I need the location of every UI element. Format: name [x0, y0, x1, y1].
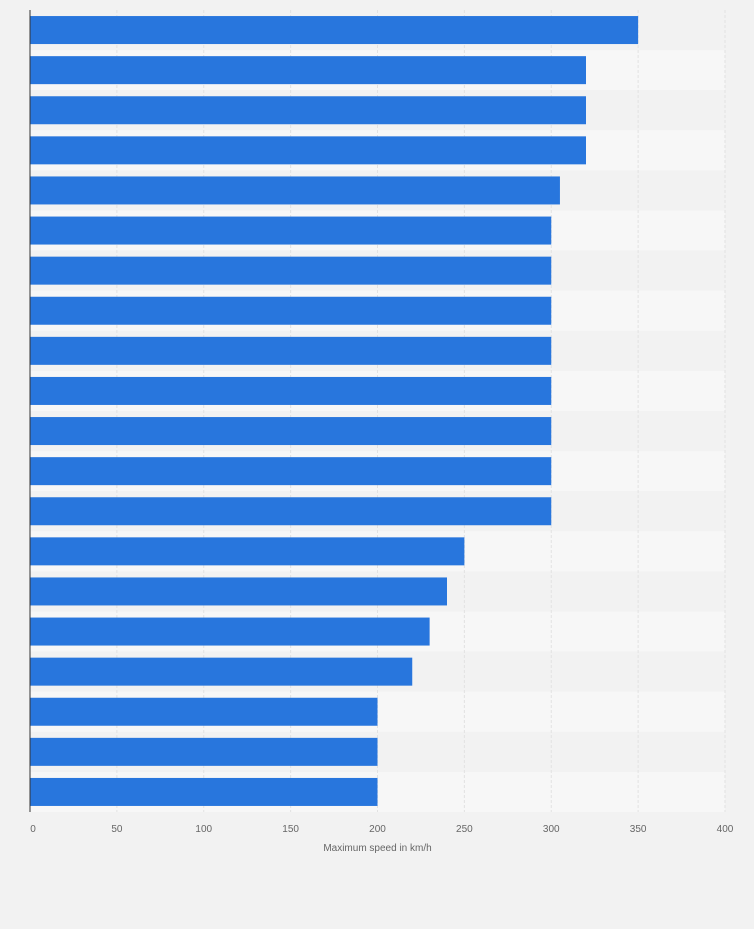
bar[interactable] — [30, 136, 586, 165]
bar[interactable] — [30, 376, 552, 405]
x-tick-label: 300 — [543, 824, 560, 835]
bar[interactable] — [30, 256, 552, 285]
bar[interactable] — [30, 497, 552, 526]
bar[interactable] — [30, 777, 378, 806]
bar[interactable] — [30, 296, 552, 325]
x-tick-label: 150 — [282, 824, 299, 835]
bar[interactable] — [30, 417, 552, 446]
x-tick-label: 100 — [195, 824, 212, 835]
bar[interactable] — [30, 16, 639, 45]
gridlines — [116, 10, 726, 812]
bars — [30, 16, 639, 806]
bar[interactable] — [30, 336, 552, 365]
bar[interactable] — [30, 697, 378, 726]
bar[interactable] — [30, 617, 430, 646]
x-tick-label: 50 — [111, 824, 123, 835]
x-axis-ticks: 0 50 100 150 200 250 300 350 400 — [30, 824, 734, 835]
bar[interactable] — [30, 96, 586, 125]
bar[interactable] — [30, 216, 552, 245]
x-tick-label: 200 — [369, 824, 386, 835]
x-tick-label: 400 — [717, 824, 734, 835]
bar[interactable] — [30, 657, 413, 686]
x-axis-title: Maximum speed in km/h — [323, 843, 431, 854]
bar[interactable] — [30, 457, 552, 486]
x-tick-label: 0 — [30, 824, 36, 835]
bar[interactable] — [30, 537, 465, 566]
bar[interactable] — [30, 176, 560, 205]
bar[interactable] — [30, 577, 447, 606]
x-tick-label: 250 — [456, 824, 473, 835]
bar[interactable] — [30, 56, 586, 85]
bar[interactable] — [30, 737, 378, 766]
x-tick-label: 350 — [630, 824, 647, 835]
